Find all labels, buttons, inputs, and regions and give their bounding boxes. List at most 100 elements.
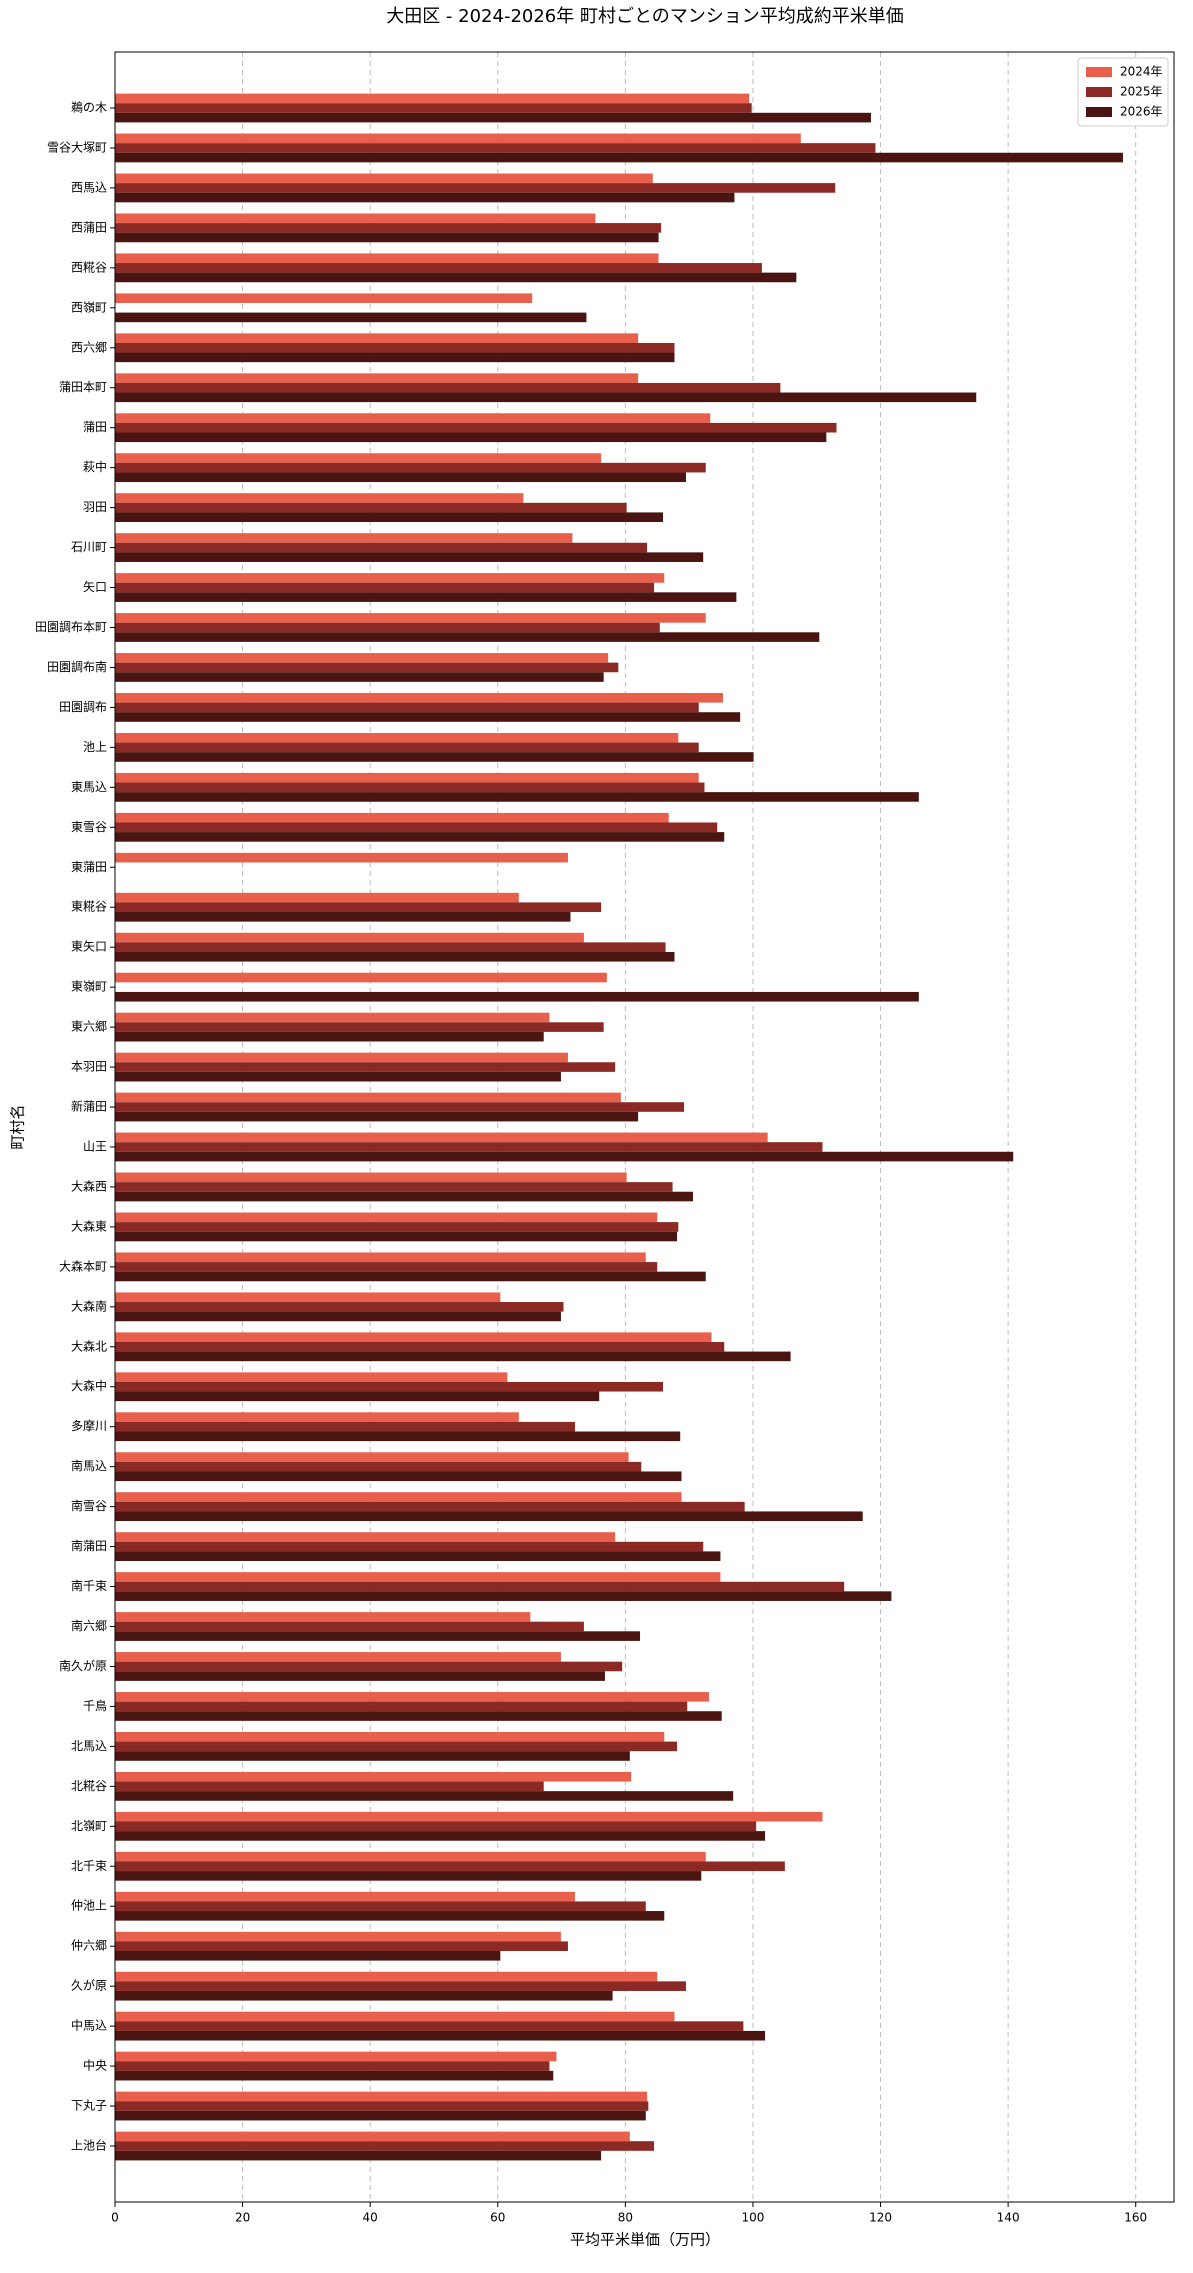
bar	[115, 1791, 734, 1801]
bar	[115, 1631, 641, 1641]
y-tick-label: 北馬込	[71, 1739, 107, 1753]
bar	[115, 693, 723, 703]
y-tick-label: 中央	[83, 2058, 107, 2073]
y-tick-label: 南六郷	[71, 1618, 107, 1633]
plot-frame	[114, 51, 1175, 2203]
bar	[115, 1661, 623, 1672]
y-tick-label: 上池台	[71, 2138, 107, 2153]
bar	[115, 392, 977, 403]
legend-label: 2024年	[1120, 65, 1163, 79]
bar	[115, 622, 660, 633]
bar	[115, 1052, 568, 1063]
bar	[115, 1771, 632, 1782]
bar	[115, 213, 596, 224]
bar	[115, 1022, 604, 1032]
bar	[115, 1581, 845, 1592]
bar	[115, 1990, 613, 2001]
y-tick-label: 東矢口	[71, 940, 107, 954]
bar	[115, 613, 706, 623]
legend-swatch	[1086, 87, 1112, 97]
y-tick-label: 新蒲田	[71, 1099, 107, 1114]
bar	[115, 1511, 863, 1522]
y-tick-label: 西馬込	[71, 180, 107, 194]
x-tick-label: 160	[1124, 2211, 1147, 2225]
bar	[115, 1731, 665, 1742]
bar	[115, 653, 609, 663]
bar	[115, 2131, 630, 2142]
bar	[115, 912, 571, 922]
bar	[115, 2110, 646, 2121]
bar	[115, 112, 871, 123]
bar	[115, 852, 568, 863]
y-tick-label: 中馬込	[71, 2018, 107, 2033]
bar	[115, 272, 797, 283]
bar	[115, 382, 781, 393]
bar	[115, 1891, 575, 1902]
bar	[115, 892, 519, 903]
x-tick-label: 40	[363, 2211, 378, 2225]
y-axis-label: 町村名	[9, 1104, 27, 1149]
bar	[115, 1151, 1014, 1162]
bar	[115, 1612, 531, 1622]
bar	[115, 192, 735, 203]
legend-label: 2025年	[1120, 85, 1163, 99]
bar	[115, 1501, 745, 1512]
bar	[115, 1191, 693, 1202]
bar	[115, 1551, 721, 1561]
bar	[115, 1391, 600, 1402]
bar	[115, 1332, 712, 1342]
bar	[115, 133, 801, 144]
bar	[115, 143, 876, 153]
bar	[115, 1941, 568, 1951]
chart-title: 大田区 - 2024-2026年 町村ごとのマンション平均成約平米単価	[386, 6, 904, 27]
bar	[115, 512, 664, 523]
y-tick-label: 東雪谷	[71, 820, 107, 834]
bar	[115, 223, 662, 233]
y-tick-label: 東馬込	[71, 780, 107, 794]
y-tick-label: 田園調布本町	[35, 620, 107, 634]
bar	[115, 1132, 768, 1143]
bar	[115, 1031, 544, 1042]
bar	[115, 2011, 675, 2022]
bar	[115, 1012, 550, 1023]
legend-label: 2026年	[1120, 105, 1163, 119]
bar	[115, 1492, 682, 1502]
bar	[115, 1572, 721, 1582]
bar	[115, 453, 602, 463]
bar	[115, 1421, 575, 1432]
bar	[115, 951, 675, 962]
y-tick-label: 南雪谷	[71, 1498, 107, 1513]
bar	[115, 263, 762, 273]
bar	[115, 573, 665, 583]
bar	[115, 1861, 785, 1872]
bar	[115, 1381, 664, 1392]
bar	[115, 582, 655, 593]
bar	[115, 1591, 892, 1601]
y-tick-label: 田園調布	[59, 700, 107, 714]
y-tick-label: 北千束	[71, 1859, 107, 1873]
bar	[115, 1252, 646, 1263]
bar	[115, 1102, 685, 1112]
bar	[115, 2030, 766, 2041]
bar	[115, 342, 675, 353]
legend-swatch	[1086, 107, 1112, 117]
bar	[115, 662, 619, 673]
bar	[115, 93, 750, 104]
bar	[115, 2021, 744, 2031]
bar	[115, 1341, 725, 1352]
bar	[115, 742, 699, 753]
y-tick-label: 萩中	[83, 459, 107, 474]
x-tick-label: 60	[490, 2211, 505, 2225]
bar	[115, 2070, 554, 2081]
bar	[115, 533, 573, 543]
x-tick-label: 140	[997, 2211, 1020, 2225]
bar	[115, 1671, 605, 1681]
bar	[115, 782, 705, 793]
y-tick-label: 田園調布南	[47, 659, 107, 674]
bar	[115, 552, 704, 562]
y-tick-label: 下丸子	[71, 2099, 107, 2113]
bar	[115, 1212, 658, 1223]
bar	[115, 832, 725, 842]
